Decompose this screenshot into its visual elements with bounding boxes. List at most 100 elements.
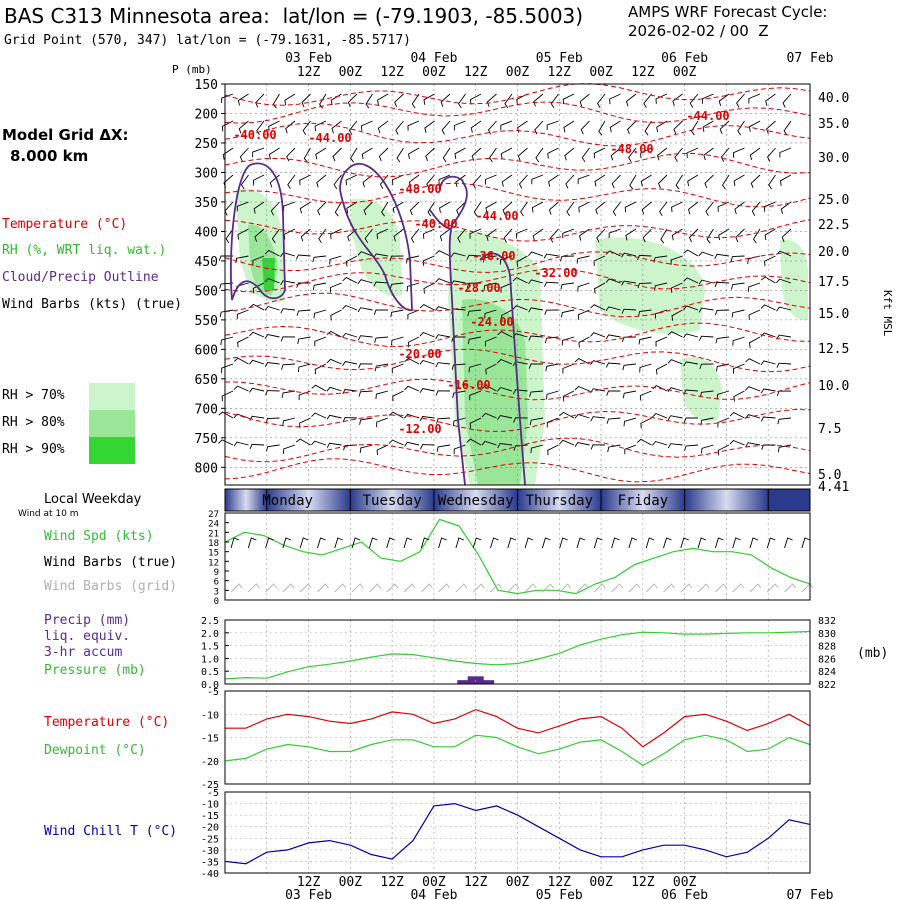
wind-barb [777, 417, 792, 425]
wind-barb [350, 147, 358, 163]
wind-barb [333, 174, 342, 190]
wind-barb [546, 120, 559, 131]
wind-barb [497, 331, 513, 338]
kft-tick: 20.0 [818, 245, 849, 260]
precip-label: Precip (mm) [44, 613, 131, 628]
wind-barb [388, 411, 404, 419]
model-grid-value: 8.000 km [10, 147, 89, 165]
wind-barb [311, 412, 327, 419]
wind-barb [629, 174, 637, 190]
wind-barb [457, 228, 466, 243]
wind-barb [326, 358, 342, 365]
wind-barb [781, 228, 792, 242]
wind-barb [760, 360, 776, 366]
wind-barb [621, 252, 637, 258]
wind-barb [655, 93, 668, 104]
top-date-label: 07 Feb [787, 51, 834, 66]
wind-panel-frame [224, 512, 811, 601]
wind-barb [655, 336, 668, 347]
wind-barb [423, 93, 435, 105]
wind-barb [512, 389, 528, 395]
wind-chill-tick: -30 [201, 846, 219, 857]
wind-barb [297, 363, 311, 373]
wind-barb [546, 390, 559, 400]
wind-barb [729, 439, 745, 446]
bottom-date-label: 03 Feb [285, 888, 332, 900]
wind-barb [516, 93, 528, 105]
grid-wind-barb [576, 583, 589, 593]
wind-barb [490, 537, 499, 549]
wind-barb [249, 359, 265, 365]
wind-barb [419, 387, 435, 393]
wind-barb [737, 120, 745, 136]
isotherm-label: -40.00 [233, 128, 276, 142]
wind-barb [593, 537, 603, 549]
wind-barb [221, 363, 234, 374]
wind-barb [233, 385, 249, 392]
pressure-tick: 500 [195, 284, 218, 299]
wind-barb [671, 228, 683, 241]
wind-barb [252, 255, 265, 266]
wind-tick: 27 [208, 510, 219, 520]
wind-barb [265, 537, 274, 549]
wind-barb [357, 335, 373, 341]
bottom-hour-label: 12Z [548, 875, 572, 890]
dewpoint-label: Dewpoint (°C) [44, 743, 146, 758]
temperature-label: Temperature (°C) [44, 715, 170, 730]
wind-barb [683, 361, 699, 367]
wind-barb [303, 147, 311, 163]
wind-barb [438, 537, 447, 549]
wind-barb [674, 147, 683, 162]
bottom-hour-label: 00Z [339, 875, 363, 890]
wind-barb [749, 336, 761, 348]
grid-wind-barb [611, 583, 623, 593]
isotherm-label: -44.00 [686, 109, 729, 123]
wind-barb [345, 174, 358, 186]
wind-barb [688, 228, 699, 243]
isotherm-label: -44.00 [475, 209, 518, 223]
wind-barb [683, 333, 699, 339]
wind-barb [690, 120, 699, 136]
wind-barb [435, 362, 451, 368]
wind-barb [547, 444, 559, 456]
wind-barb [500, 309, 513, 321]
wind-barb [716, 390, 730, 400]
bottom-hour-label: 00Z [589, 875, 613, 890]
wind-barb [550, 93, 559, 109]
isotherm [224, 251, 811, 273]
temperature-line [225, 708, 811, 748]
wind-barb [574, 441, 590, 447]
wind-barb [302, 120, 311, 136]
pressure-tick: 800 [195, 461, 218, 476]
wind-barb [714, 281, 730, 288]
wind-barb [745, 414, 761, 419]
wind-barb [621, 280, 637, 286]
wind-barb [466, 282, 482, 289]
wind-barb [683, 277, 699, 284]
wind-barb [652, 440, 668, 446]
wind-barb [768, 174, 776, 190]
wind-barb [282, 537, 292, 549]
wind-chill-tick: -40 [201, 869, 219, 880]
isotherm-label: -16.00 [447, 378, 490, 392]
pressure-tick: 550 [195, 314, 218, 329]
wind-barb [438, 174, 451, 185]
kft-tick: 22.5 [818, 218, 849, 233]
wind-barb [733, 390, 745, 402]
grid-wind-barb [697, 583, 710, 593]
wind-barb [439, 228, 451, 242]
accum-label: 3-hr accum [44, 645, 123, 660]
wind-barb [698, 251, 714, 257]
wind-barb [801, 537, 811, 549]
wind-barb [256, 120, 265, 136]
wind-chill-tick: -15 [201, 811, 219, 822]
pressure-tick: 700 [195, 402, 218, 417]
wind-barb [470, 120, 482, 133]
bottom-hour-label: 00Z [506, 875, 530, 890]
wind-barb [376, 417, 389, 428]
wind-barb [249, 387, 265, 393]
wind-barb [392, 390, 404, 402]
wind-barb [683, 305, 699, 311]
wind-barb [396, 147, 404, 163]
wind-barb [702, 120, 714, 132]
